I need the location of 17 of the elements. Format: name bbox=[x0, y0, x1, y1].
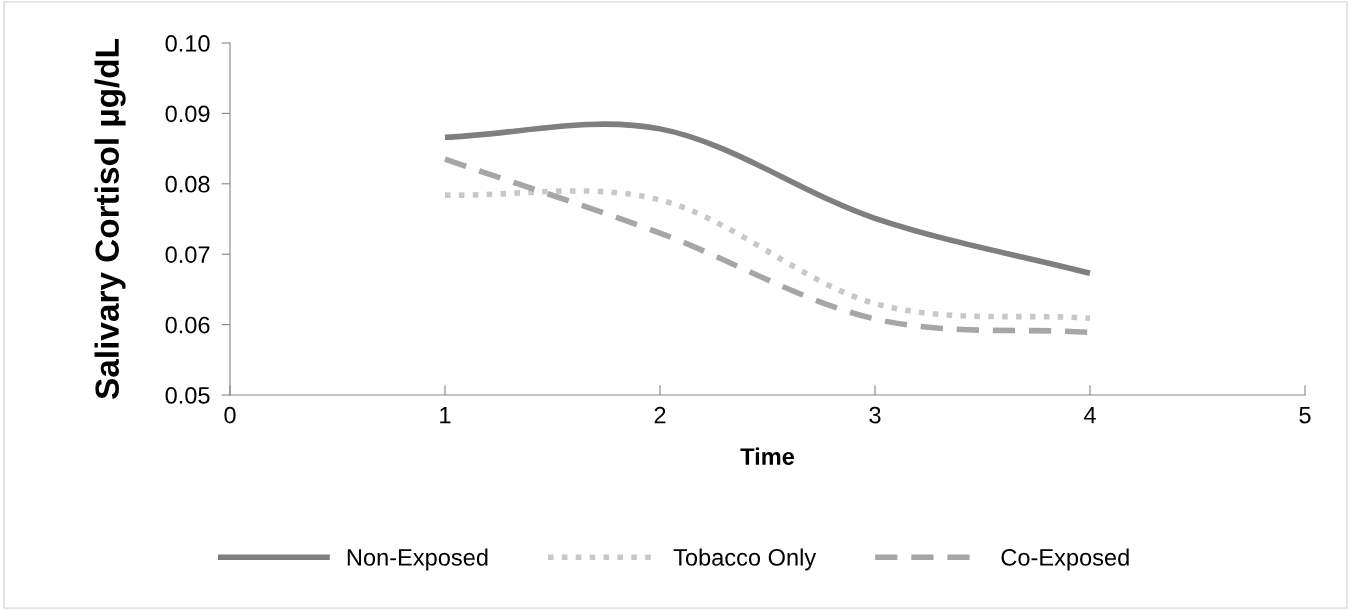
y-axis-title: Salivary Cortisol µg/dL bbox=[94, 39, 126, 399]
x-tick-label: 1 bbox=[440, 406, 451, 424]
x-tick-label: 0 bbox=[224, 406, 236, 424]
y-tick-label: 0.10 bbox=[165, 35, 210, 52]
y-tick-label: 0.08 bbox=[165, 175, 210, 193]
y-tick-label: 0.05 bbox=[165, 387, 210, 404]
x-axis-title: Time bbox=[740, 447, 795, 465]
y-tick-label: 0.09 bbox=[165, 105, 210, 123]
legend-label: Non-Exposed bbox=[347, 548, 488, 571]
x-tick-label: 2 bbox=[654, 406, 666, 424]
y-tick-label: 0.06 bbox=[165, 316, 210, 334]
x-tick-label: 5 bbox=[1299, 406, 1311, 424]
legend-label: Tobacco Only bbox=[673, 548, 817, 571]
y-tick-label: 0.07 bbox=[165, 246, 210, 263]
x-tick-label: 3 bbox=[869, 406, 881, 424]
x-tick-label: 4 bbox=[1083, 406, 1096, 424]
legend-label: Co-Exposed bbox=[1001, 548, 1129, 571]
